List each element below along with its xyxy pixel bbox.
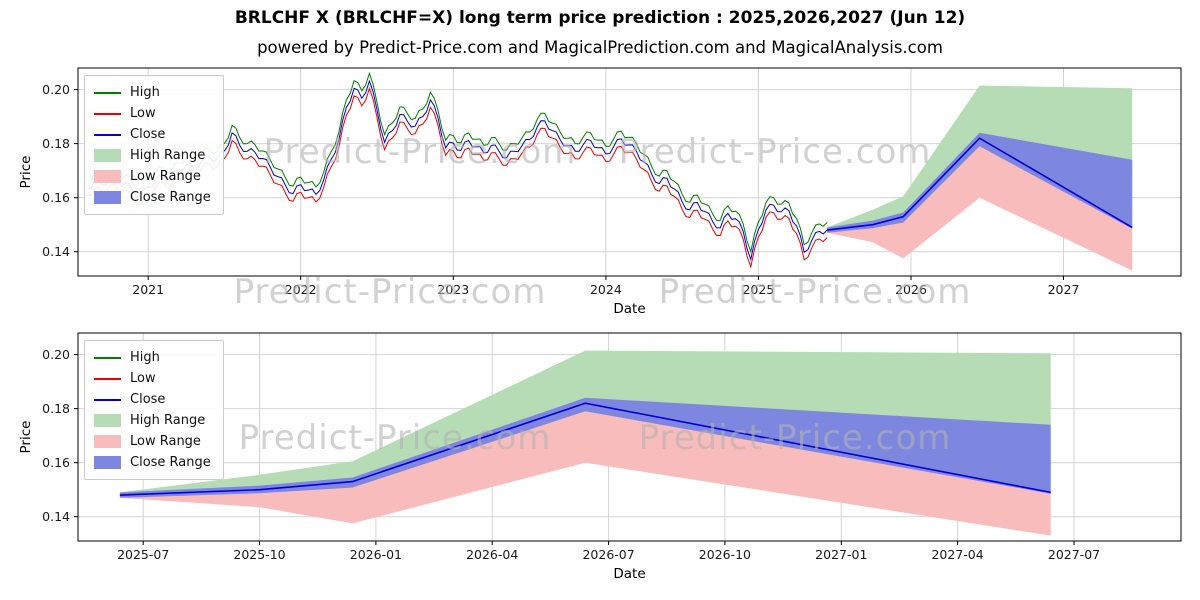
legend-label: Close [130,392,166,407]
high-range-band [827,85,1133,231]
legend-item-high: High [94,82,211,103]
legend-item-close: Close [94,389,211,410]
close-range-band [827,132,1133,233]
legend-item-low-range: Low Range [94,431,211,452]
legend-line-swatch [94,398,121,401]
y-tick-label: 0.18 [42,401,70,416]
y-tick-label: 0.20 [42,347,70,362]
legend-patch-swatch [94,170,121,183]
y-axis-label: Price [18,421,34,454]
legend-patch-swatch [94,456,121,469]
legend-label: Low Range [130,434,201,449]
plot-border [77,332,1182,542]
legend-item-low-range: Low Range [94,166,211,187]
legend-item-close-range: Close Range [94,452,211,473]
low-range-band [827,138,1133,271]
legend-item-high-range: High Range [94,410,211,431]
y-tick-label: 0.14 [42,509,70,524]
x-axis-label: Date [613,566,645,582]
x-tick-label: 2027-01 [815,547,867,562]
x-tick-label: 2026-04 [466,547,518,562]
legend-label: High Range [130,413,206,428]
legend-item-close: Close [94,124,211,145]
close-range-band [119,397,1051,498]
forecast-close-line [827,137,1133,231]
legend-label: Close [130,127,166,142]
y-tick-label: 0.16 [42,455,70,470]
legend-label: High Range [130,148,206,163]
legend-item-high: High [94,347,211,368]
top-chart-history-and-forecast: 2021 2022 2023 2024 2025 2026 2027 0.14 0.16 0.18… [18,67,1182,317]
x-tick-label: 2025 [742,282,774,297]
x-tick-label: 2027-04 [931,547,983,562]
legend-patch-swatch [94,435,121,448]
x-tick-label: 2024 [590,282,622,297]
legend-patch-swatch [94,191,121,204]
y-tick-label: 0.16 [42,190,70,205]
legend-item-low: Low [94,103,211,124]
x-tick-label: 2022 [285,282,317,297]
legend-line-swatch [94,91,121,94]
legend-label: High [130,350,160,365]
x-tick-label: 2025-07 [117,547,169,562]
high-range-band [119,350,1051,496]
legend-item-high-range: High Range [94,145,211,166]
x-tick-label: 2026-10 [699,547,751,562]
x-tick-label: 2023 [437,282,469,297]
x-tick-label: 2025-10 [233,547,285,562]
x-tick-label: 2026 [895,282,927,297]
legend-patch-swatch [94,149,121,162]
legend-item-close-range: Close Range [94,187,211,208]
x-tick-label: 2026-07 [582,547,634,562]
legend-item-low: Low [94,368,211,389]
x-tick-label: 2021 [132,282,164,297]
legend-label: Close Range [130,455,211,470]
y-tick-label: 0.14 [42,244,70,259]
legend-line-swatch [94,377,121,380]
legend-label: High [130,85,160,100]
y-tick-label: 0.18 [42,136,70,151]
legend-patch-swatch [94,414,121,427]
legend-label: Close Range [130,190,211,205]
x-tick-label: 2026-01 [350,547,402,562]
legend-line-swatch [94,356,121,359]
legend-label: Low [130,106,156,121]
legend-line-swatch [94,133,121,136]
legend: High Low Close High Range Low Range Close Ran… [84,340,224,480]
legend-line-swatch [94,112,121,115]
x-axis-label: Date [613,301,645,317]
legend-label: Low Range [130,169,201,184]
y-axis-label: Price [18,156,34,189]
x-tick-label: 2027 [1048,282,1080,297]
y-tick-label: 0.20 [42,82,70,97]
legend-label: Low [130,371,156,386]
page-title: BRLCHF X (BRLCHF=X) long term price pred… [234,8,966,28]
bottom-chart-forecast-detail: 2025-07 2025-10 2026-01 2026-04 2026-07 2026-… [18,332,1182,582]
page-subtitle: powered by Predict-Price.com and Magical… [257,38,943,57]
low-range-band [119,403,1051,536]
x-tick-label: 2027-07 [1048,547,1100,562]
plot-border [77,67,1182,277]
legend: High Low Close High Range Low Range Close Ran… [84,75,224,215]
forecast-close-line [119,402,1051,496]
